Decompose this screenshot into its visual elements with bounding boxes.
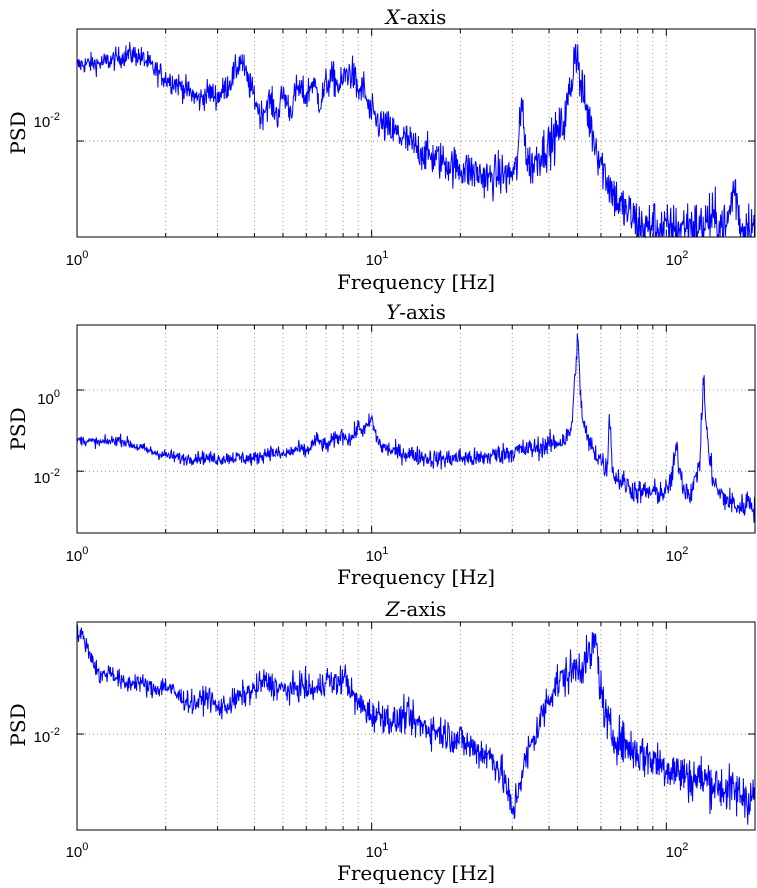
xtick-base: 10 <box>66 844 83 861</box>
psd-series-line <box>76 624 756 825</box>
x-axis-label: Frequency [Hz] <box>337 861 495 885</box>
ytick-labels: 10-2 100 <box>34 388 60 487</box>
panel-title: X-axis <box>384 5 447 29</box>
title-suffix: -axis <box>400 5 447 29</box>
xtick-base: 10 <box>666 844 683 861</box>
title-variable: Y <box>386 300 401 324</box>
xtick-label: 100 <box>66 841 89 861</box>
xtick-base: 10 <box>666 548 683 565</box>
tick-marks <box>77 325 756 533</box>
psd-series-line <box>76 42 756 239</box>
xtick-label: 102 <box>666 841 689 861</box>
xtick-exponent: 2 <box>682 249 688 261</box>
ytick-exponent: -2 <box>50 111 60 123</box>
title-variable: Z <box>385 597 401 621</box>
panel-z-axis: Z-axis 10-2 100 101 102 Frequency [Hz] P… <box>6 597 756 885</box>
x-axis-label: Frequency [Hz] <box>337 565 495 589</box>
panel-y-axis: Y-axis 10-2 100 100 101 102 Frequency [H… <box>6 300 756 589</box>
title-suffix: -axis <box>400 597 447 621</box>
ytick-label: 100 <box>37 388 60 408</box>
xtick-exponent: 2 <box>682 841 688 853</box>
xtick-label: 101 <box>366 841 389 861</box>
panel-title: Z-axis <box>385 597 447 621</box>
ytick-label: 10-2 <box>34 726 60 746</box>
ytick-label: 10-2 <box>34 111 60 131</box>
y-axis-label: PSD <box>6 703 30 746</box>
xtick-label: 100 <box>66 545 89 565</box>
x-axis-label: Frequency [Hz] <box>337 270 495 294</box>
ytick-exponent: -2 <box>50 726 60 738</box>
xtick-label: 101 <box>366 249 389 269</box>
y-axis-label: PSD <box>6 407 30 450</box>
title-suffix: -axis <box>399 300 446 324</box>
panel-title: Y-axis <box>386 300 446 324</box>
xtick-exponent: 2 <box>682 545 688 557</box>
ytick-exponent: 0 <box>54 388 60 400</box>
xtick-exponent: 1 <box>382 249 388 261</box>
xtick-base: 10 <box>366 548 383 565</box>
axes-frame <box>76 621 756 831</box>
xtick-label: 102 <box>666 249 689 269</box>
ytick-labels: 10-2 <box>34 111 60 131</box>
grid-lines <box>77 622 756 830</box>
xtick-exponent: 1 <box>382 841 388 853</box>
xtick-base: 10 <box>366 844 383 861</box>
xtick-label: 102 <box>666 545 689 565</box>
tick-marks <box>77 29 756 237</box>
xtick-exponent: 0 <box>82 841 88 853</box>
xtick-exponent: 0 <box>82 545 88 557</box>
title-variable: X <box>384 5 401 29</box>
xtick-base: 10 <box>66 252 83 269</box>
tick-marks <box>77 622 756 830</box>
ytick-base: 10 <box>34 470 51 487</box>
ytick-exponent: -2 <box>50 467 60 479</box>
axes-frame <box>76 324 756 534</box>
xtick-labels: 100 101 102 <box>66 545 689 565</box>
ytick-base: 10 <box>34 114 51 131</box>
panel-x-axis: X-axis 10-2 100 101 102 Frequency [Hz] P… <box>6 5 756 294</box>
ytick-base: 10 <box>37 391 54 408</box>
grid-lines <box>77 325 756 533</box>
xtick-labels: 100 101 102 <box>66 249 689 269</box>
xtick-label: 100 <box>66 249 89 269</box>
xtick-exponent: 0 <box>82 249 88 261</box>
xtick-base: 10 <box>366 252 383 269</box>
xtick-base: 10 <box>666 252 683 269</box>
axes-frame <box>76 28 756 238</box>
ytick-base: 10 <box>34 729 51 746</box>
psd-series-line <box>76 333 756 523</box>
xtick-exponent: 1 <box>382 545 388 557</box>
y-axis-label: PSD <box>6 111 30 154</box>
ytick-labels: 10-2 <box>34 726 60 746</box>
ytick-label: 10-2 <box>34 467 60 487</box>
xtick-label: 101 <box>366 545 389 565</box>
xtick-base: 10 <box>66 548 83 565</box>
xtick-labels: 100 101 102 <box>66 841 689 861</box>
